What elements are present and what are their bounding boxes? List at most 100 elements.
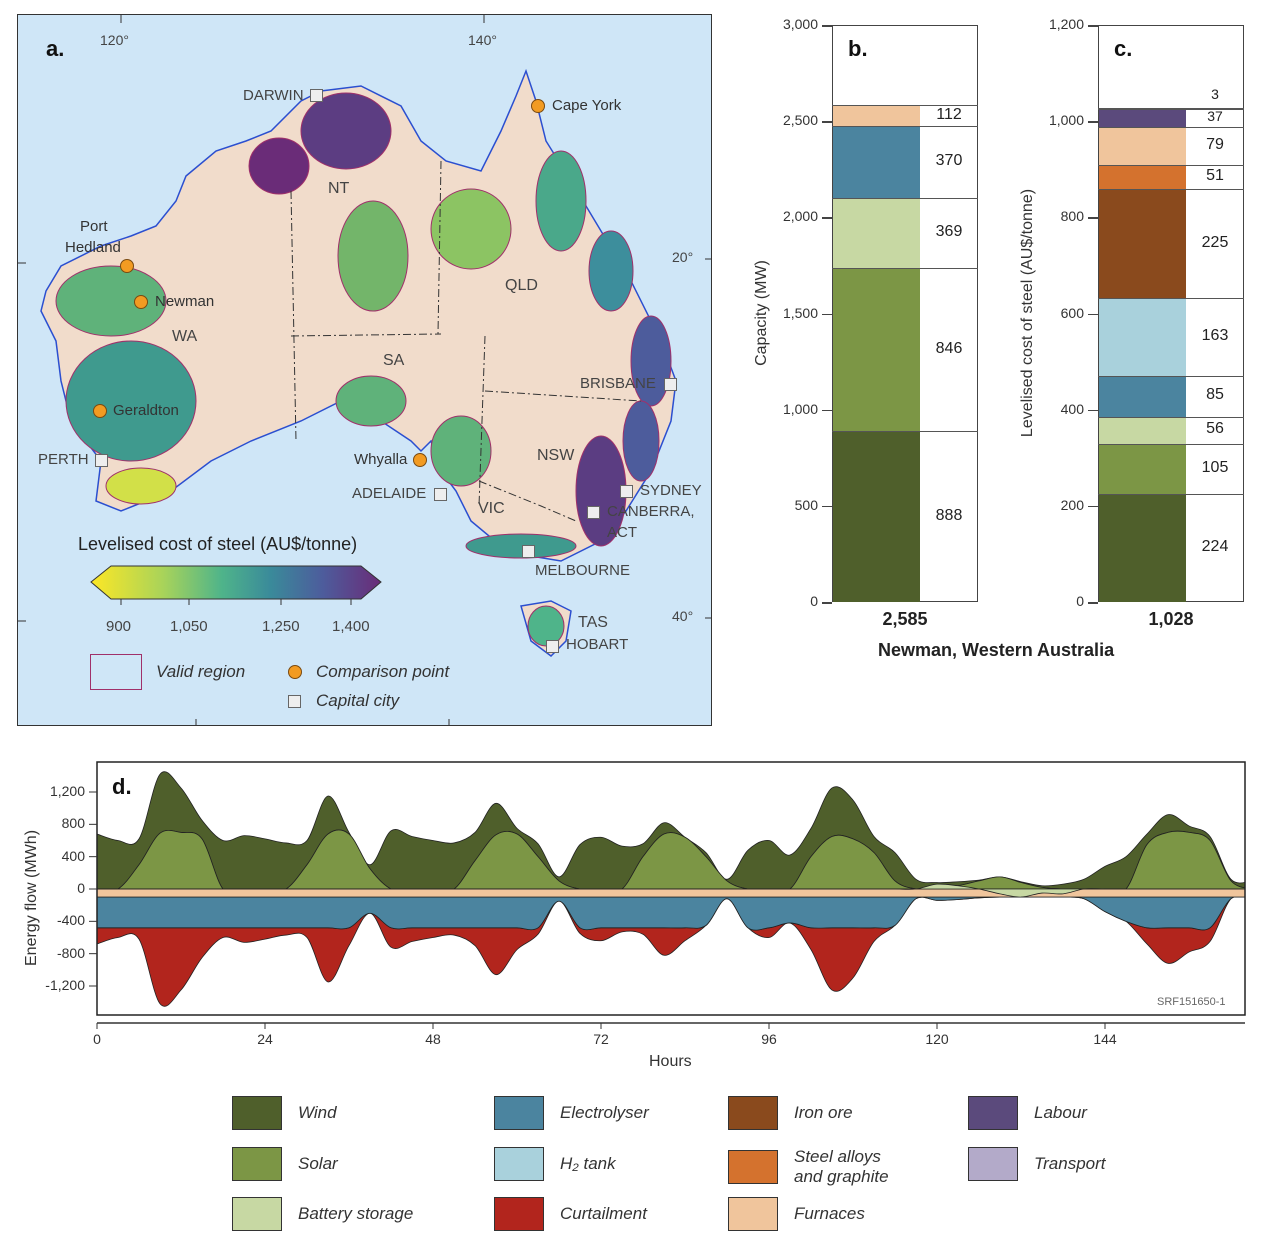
y-tick-mark bbox=[1088, 217, 1098, 219]
capital-marker-melbourne bbox=[522, 545, 535, 558]
y-tick-label: 500 bbox=[794, 496, 818, 513]
legend-swatch bbox=[232, 1197, 282, 1231]
legend-swatch bbox=[728, 1150, 778, 1184]
state-label-qld: QLD bbox=[505, 277, 538, 294]
segment-value-label: 888 bbox=[935, 506, 963, 524]
segment-divider bbox=[832, 431, 978, 433]
x-axis-label: Hours bbox=[649, 1053, 692, 1070]
legend-label: H₂ tank bbox=[560, 1154, 616, 1173]
bar-segment-wind bbox=[1099, 494, 1186, 602]
watermark: SRF151650-1 bbox=[1157, 996, 1226, 1008]
segment-divider bbox=[1098, 376, 1244, 377]
y-tick-label: 400 bbox=[61, 847, 85, 864]
segment-divider bbox=[832, 126, 978, 128]
state-label-vic: VIC bbox=[478, 500, 505, 517]
capital-label-sydney: SYDNEY bbox=[640, 482, 702, 499]
bar-segment-solar bbox=[833, 268, 920, 432]
legend-capital-city-icon bbox=[288, 695, 301, 708]
bar-segment-battery bbox=[833, 197, 920, 269]
y-tick-mark bbox=[822, 217, 832, 219]
legend-label: Solar bbox=[298, 1154, 338, 1173]
legend-swatch bbox=[728, 1197, 778, 1231]
legend-capital-city: Capital city bbox=[316, 691, 400, 710]
bar-segment-h2_tank bbox=[1099, 297, 1186, 376]
legend-swatch bbox=[494, 1147, 544, 1181]
region-blob bbox=[535, 150, 587, 252]
segment-value-label: 79 bbox=[1206, 135, 1224, 153]
valid-region-swatch bbox=[90, 654, 142, 690]
region-blob bbox=[430, 415, 492, 487]
location-label: Newman, Western Australia bbox=[878, 640, 1115, 660]
state-label-nt: NT bbox=[328, 180, 350, 197]
comparison-label-geraldton: Geraldton bbox=[113, 402, 179, 419]
legend-swatch bbox=[968, 1147, 1018, 1181]
capital-label-hobart: HOBART bbox=[566, 636, 629, 653]
y-tick-label: 600 bbox=[1060, 304, 1084, 321]
y-tick-label: 800 bbox=[61, 815, 85, 832]
state-label-nsw: NSW bbox=[537, 447, 575, 464]
y-tick-label: 0 bbox=[1076, 593, 1084, 609]
x-tick-label: 96 bbox=[761, 1031, 777, 1047]
region-blob bbox=[55, 265, 167, 337]
y-tick-mark bbox=[1088, 313, 1098, 315]
y-tick-label: 2,500 bbox=[782, 112, 818, 129]
segment-value-label: 369 bbox=[935, 223, 963, 240]
area-battery-storage bbox=[97, 883, 1245, 898]
comparison-label-hedland: Hedland bbox=[65, 239, 121, 256]
segment-divider bbox=[1098, 494, 1244, 496]
capital-label-canberra: CANBERRA, bbox=[607, 503, 695, 520]
y-tick-label: 400 bbox=[1060, 400, 1084, 417]
bar-segment-wind bbox=[833, 431, 920, 602]
legend-swatch bbox=[494, 1197, 544, 1231]
y-tick-label: 1,500 bbox=[782, 304, 818, 321]
legend-label: Battery storage bbox=[298, 1204, 414, 1223]
legend-comparison-point: Comparison point bbox=[316, 662, 450, 681]
y-tick-mark bbox=[822, 121, 832, 123]
segment-divider bbox=[1098, 443, 1244, 445]
segment-value-label: 105 bbox=[1201, 459, 1229, 477]
segment-value-label: 85 bbox=[1206, 386, 1224, 404]
capital-label-melbourne: MELBOURNE bbox=[535, 562, 631, 579]
y-tick-label: 1,000 bbox=[782, 400, 818, 417]
region-blob bbox=[105, 467, 177, 505]
legend-swatch bbox=[494, 1096, 544, 1130]
comparison-label-whyalla: Whyalla bbox=[354, 451, 408, 468]
y-tick-label: 0 bbox=[77, 880, 85, 896]
y-tick-mark bbox=[822, 313, 832, 315]
australia-mainland bbox=[40, 68, 677, 562]
state-label-tas: TAS bbox=[578, 614, 608, 631]
capital-label-darwin: DARWIN bbox=[243, 87, 304, 104]
lon-tick-140: 140° bbox=[468, 32, 497, 48]
legend-comparison-point-icon bbox=[288, 665, 302, 679]
capital-marker-adelaide bbox=[434, 488, 447, 501]
legend-label: Steel alloys and graphite bbox=[794, 1147, 889, 1186]
x-tick-label: 0 bbox=[93, 1031, 101, 1047]
segment-divider bbox=[1098, 416, 1244, 418]
bar-segment-furnaces bbox=[833, 104, 920, 127]
y-tick-label: 0 bbox=[810, 593, 818, 609]
capital-marker-brisbane bbox=[664, 378, 677, 391]
y-tick-label: 800 bbox=[1060, 208, 1084, 225]
area-electrolyser bbox=[97, 895, 1245, 931]
bar-segment-battery bbox=[1099, 416, 1186, 444]
lon-tick-120: 120° bbox=[100, 32, 129, 48]
legend-item-wind: Wind bbox=[232, 1096, 337, 1130]
legend-item-battery: Battery storage bbox=[232, 1197, 413, 1231]
legend-valid-region: Valid region bbox=[156, 662, 246, 681]
lat-tick-40: 40° bbox=[672, 608, 694, 624]
region-blob bbox=[465, 533, 577, 559]
y-tick-label: -1,200 bbox=[45, 977, 85, 993]
segment-value-label: 112 bbox=[936, 105, 962, 123]
legend-item-steel_alloys: Steel alloys and graphite bbox=[728, 1147, 889, 1187]
legend-swatch bbox=[968, 1096, 1018, 1130]
legend-label: Furnaces bbox=[794, 1204, 865, 1223]
region-blob bbox=[337, 200, 409, 312]
region-blob bbox=[430, 188, 512, 270]
segment-value-label: 370 bbox=[935, 151, 963, 169]
y-tick-mark bbox=[1088, 505, 1098, 508]
legend-item-labour: Labour bbox=[968, 1096, 1087, 1130]
legend-item-furnaces: Furnaces bbox=[728, 1197, 865, 1231]
y-tick-label: -800 bbox=[56, 944, 85, 961]
segment-value-label: 3 bbox=[1211, 85, 1219, 102]
legend-label: Electrolyser bbox=[560, 1103, 649, 1122]
